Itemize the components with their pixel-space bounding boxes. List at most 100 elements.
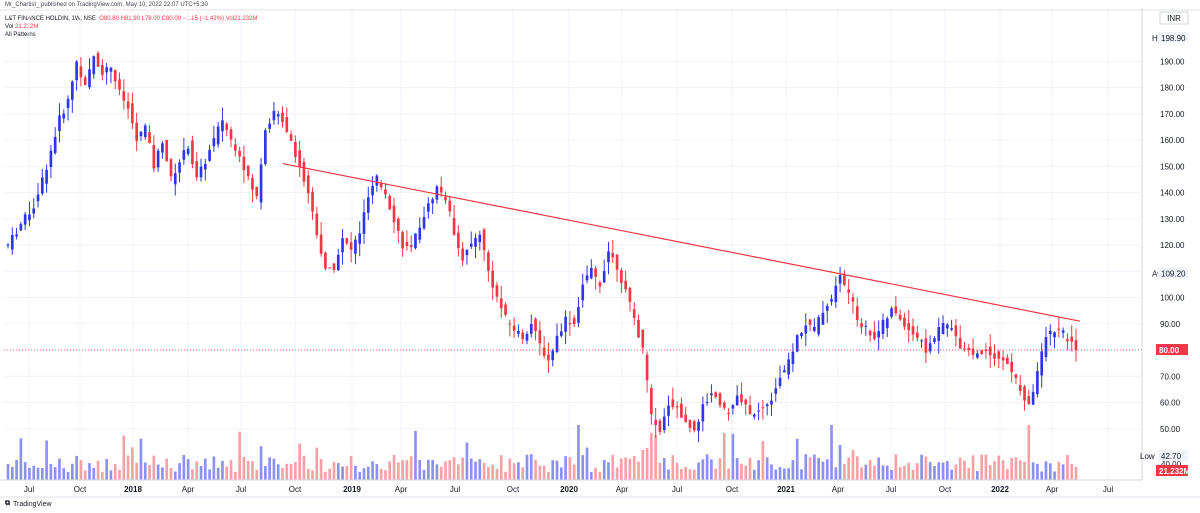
- volume-bar: [10, 466, 14, 480]
- volume-bar: [49, 463, 53, 480]
- tv-logo-text: TradingView: [13, 500, 52, 508]
- volume-bar: [568, 457, 572, 480]
- candle-body: [774, 388, 778, 394]
- volume-bar: [452, 457, 456, 480]
- candle-body: [684, 414, 688, 422]
- candle-body: [345, 238, 349, 244]
- candle-body: [967, 347, 971, 350]
- volume-bar: [169, 467, 173, 480]
- candle-body: [1027, 396, 1031, 405]
- candle-body: [933, 338, 936, 342]
- y-tick-label: 190.00: [1160, 57, 1185, 66]
- volume-bar: [156, 464, 160, 480]
- volume-bar: [890, 469, 893, 480]
- volume-bar: [28, 467, 31, 480]
- y-tick-label: 70.00: [1160, 372, 1181, 381]
- candle-body: [332, 263, 336, 270]
- volume-bar: [405, 460, 409, 480]
- volume-bar: [572, 464, 576, 480]
- volume-bar: [131, 447, 134, 480]
- candle-body: [757, 410, 760, 412]
- candle-body: [156, 150, 160, 168]
- candle-body: [118, 79, 121, 90]
- candle-body: [418, 227, 422, 240]
- x-tick-label: Oct: [74, 485, 87, 494]
- volume-bar: [199, 465, 203, 480]
- volume-bar: [23, 462, 27, 480]
- candle-body: [877, 331, 881, 338]
- low-label: Low: [1140, 452, 1155, 461]
- volume-bar: [83, 470, 87, 480]
- x-tick-label: Oct: [289, 485, 302, 494]
- volume-bar: [358, 471, 362, 480]
- volume-bar: [727, 468, 730, 480]
- volume-bar: [113, 464, 117, 480]
- volume-bar: [692, 469, 696, 480]
- candle-body: [976, 353, 979, 358]
- volume-bar: [109, 470, 113, 480]
- volume-bar: [791, 460, 795, 480]
- volume-bar: [478, 459, 482, 480]
- volume-bar: [1006, 469, 1009, 480]
- candle-body: [744, 399, 748, 405]
- volume-bar: [825, 459, 829, 480]
- volume-bar: [684, 467, 688, 480]
- candle-body: [890, 308, 893, 317]
- last-volume-tag-bg: [1156, 465, 1188, 476]
- x-tick-label: 2022: [991, 485, 1009, 494]
- candle-body: [855, 306, 859, 321]
- volume-bar: [525, 454, 529, 480]
- candle-body: [75, 61, 78, 81]
- candle-body: [173, 173, 177, 185]
- candle-body: [551, 350, 555, 361]
- candle-body: [88, 69, 91, 88]
- volume-bar: [860, 467, 863, 480]
- candle-body: [131, 103, 134, 124]
- candle-body: [1010, 361, 1013, 373]
- volume-bar: [418, 460, 422, 480]
- y-tick-label: 50.00: [1160, 425, 1181, 434]
- volume-info: Vol 21.232M: [5, 24, 38, 31]
- candle-body: [761, 407, 765, 409]
- candle-body: [199, 166, 203, 178]
- volume-bar: [1070, 463, 1074, 480]
- candle-body: [701, 404, 705, 422]
- currency-box: [1159, 11, 1189, 25]
- last-volume-tag: 21.232M: [1159, 467, 1190, 476]
- patterns-indicator[interactable]: All Patterns: [5, 32, 36, 38]
- candle-body: [1074, 340, 1078, 351]
- candle-body: [122, 91, 126, 101]
- candle-body: [710, 393, 713, 396]
- x-tick-label: Oct: [939, 485, 952, 494]
- volume-bar: [937, 462, 941, 480]
- x-tick-label: Apr: [182, 485, 195, 494]
- candle-body: [148, 131, 151, 144]
- volume-bar: [667, 469, 670, 480]
- candle-body: [1006, 357, 1009, 364]
- volume-bar: [58, 458, 61, 480]
- candle-body: [461, 248, 464, 261]
- volume-bar: [778, 466, 782, 480]
- volume-bar: [53, 467, 57, 480]
- volume-bar: [701, 459, 705, 480]
- volume-bar: [1053, 471, 1056, 480]
- candle-body: [658, 420, 662, 433]
- candle-body: [765, 404, 769, 407]
- volume-bar: [268, 457, 271, 480]
- candle-body: [971, 348, 975, 355]
- volume-bar: [1066, 454, 1069, 480]
- candle-body: [1023, 386, 1026, 401]
- candle-body: [105, 67, 108, 73]
- ohlc-values: O80.80 H81.90 L78.00 C80.00 −1.15 (−1.42…: [99, 16, 258, 22]
- volume-bar: [92, 467, 96, 480]
- axes: 50.0060.0070.0080.0090.00100.00110.00120…: [0, 8, 1200, 498]
- volume-bar: [101, 471, 104, 480]
- volume-bar: [118, 469, 121, 480]
- volume-bar: [422, 469, 426, 480]
- volume-bar: [920, 454, 923, 480]
- volume-bar: [834, 467, 838, 480]
- x-tick-label: Jul: [886, 485, 896, 494]
- volume-bar: [581, 455, 585, 480]
- volume-bar: [950, 469, 953, 480]
